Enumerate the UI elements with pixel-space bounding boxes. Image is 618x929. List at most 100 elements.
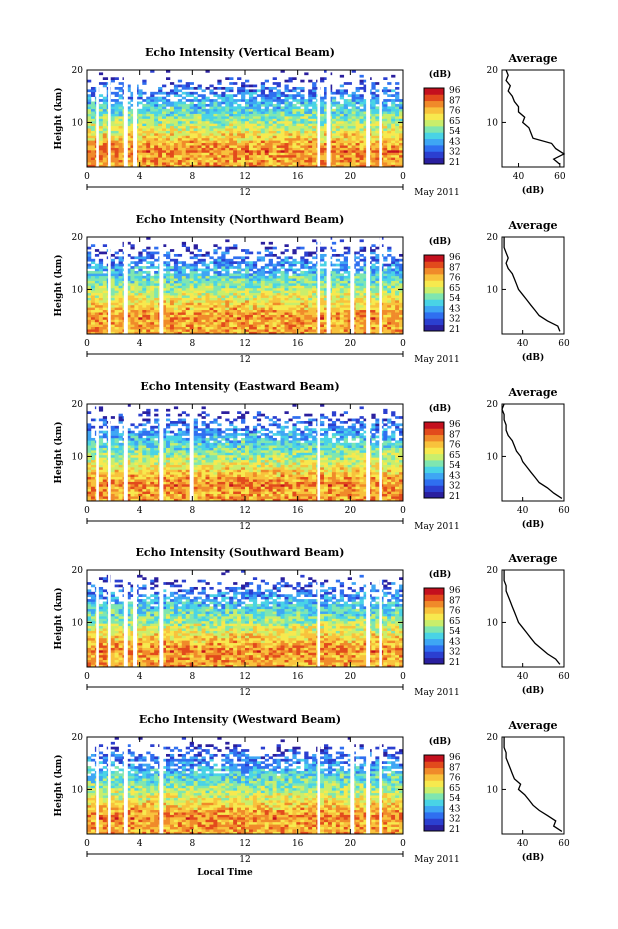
heatmap-cell xyxy=(320,164,325,168)
heatmap-cell xyxy=(209,142,214,146)
heatmap-cell xyxy=(276,263,281,267)
heatmap-cell xyxy=(102,331,108,335)
heatmap-cell xyxy=(335,147,341,151)
heatmap-cell xyxy=(245,137,250,141)
heatmap-cell xyxy=(193,253,198,257)
heatmap-cell xyxy=(209,111,214,114)
heatmap-cell xyxy=(284,79,289,83)
heatmap-cell xyxy=(237,116,242,119)
heatmap-cell xyxy=(256,324,262,328)
heatmap-cell xyxy=(118,113,123,117)
heatmap-cell xyxy=(213,280,218,284)
heatmap-cell xyxy=(371,123,376,127)
heatmap-cell xyxy=(343,91,348,95)
heatmap-cell xyxy=(272,253,277,257)
heatmap-cell xyxy=(126,128,131,131)
heatmap-cell xyxy=(177,164,183,168)
heatmap-cell xyxy=(94,297,100,301)
colorbar-segment xyxy=(424,151,444,159)
heatmap-cell xyxy=(300,312,305,315)
heatmap-cell xyxy=(339,154,345,158)
heatmap-cell xyxy=(237,130,242,134)
heatmap-cell xyxy=(387,162,392,165)
heatmap-cell xyxy=(189,118,194,122)
heatmap-cell xyxy=(324,96,329,100)
heatmap-cell xyxy=(355,111,360,114)
heatmap-cell xyxy=(260,300,266,303)
heatmap-cell xyxy=(276,152,281,156)
heatmap-cell xyxy=(355,113,360,117)
heatmap-cell xyxy=(241,135,246,139)
heatmap-cell xyxy=(94,270,100,274)
heatmap-cell xyxy=(359,324,364,328)
heatmap-cell xyxy=(193,314,198,318)
heatmap-cell xyxy=(355,329,360,332)
heatmap-cell xyxy=(312,304,317,308)
heatmap-cell xyxy=(241,142,246,146)
heatmap-cell xyxy=(280,147,285,151)
heatmap-cell xyxy=(288,309,293,313)
heatmap-cell xyxy=(312,91,317,95)
heatmap-cell xyxy=(126,120,131,124)
heatmap-cell xyxy=(213,249,218,252)
heatmap-cell xyxy=(221,133,226,136)
heatmap-cell xyxy=(395,152,400,156)
heatmap-cell xyxy=(189,147,194,151)
heatmap-cell xyxy=(102,133,108,136)
heatmap-cell xyxy=(351,145,356,148)
heatmap-cell xyxy=(114,292,119,296)
heatmap-cell xyxy=(225,312,230,315)
heatmap-cell xyxy=(383,275,388,279)
heatmap-cell xyxy=(221,116,226,119)
heatmap-cell xyxy=(114,164,119,168)
heatmap-cell xyxy=(150,300,155,303)
heatmap-cell xyxy=(355,157,360,161)
heatmap-cell xyxy=(130,295,135,298)
heatmap-cell xyxy=(221,253,226,257)
heatmap-cell xyxy=(284,283,289,286)
heatmap-cell xyxy=(300,111,305,114)
heatmap-cell xyxy=(312,86,317,90)
heatmap-cell xyxy=(189,116,194,119)
heatmap-cell xyxy=(110,312,115,315)
heatmap-cell xyxy=(229,116,234,119)
heatmap-cell xyxy=(110,99,115,102)
heatmap-cell xyxy=(189,154,194,158)
heatmap-cell xyxy=(304,154,309,158)
heatmap-cell xyxy=(276,256,281,260)
heatmap-cell xyxy=(162,116,167,119)
heatmap-cell xyxy=(169,324,175,328)
heatmap-cell xyxy=(264,331,269,335)
heatmap-cell xyxy=(320,314,325,318)
heatmap-cell xyxy=(264,290,269,294)
heatmap-cell xyxy=(134,329,139,332)
heatmap-cell xyxy=(359,145,364,148)
heatmap-cell xyxy=(185,285,190,289)
heatmap-cell xyxy=(229,331,234,335)
heatmap-cell xyxy=(387,246,392,250)
heatmap-cell xyxy=(268,118,273,122)
profile-y-tick-label: 20 xyxy=(487,66,499,76)
heatmap-cell xyxy=(229,304,234,308)
heatmap-cell xyxy=(118,125,123,129)
x-tick-label: 16 xyxy=(292,172,304,182)
heatmap-cell xyxy=(90,135,96,139)
heatmap-cell xyxy=(276,142,281,146)
heatmap-cell xyxy=(276,324,281,328)
heatmap-cell xyxy=(237,263,242,267)
heatmap-cell xyxy=(193,133,198,136)
heatmap-cell xyxy=(237,123,242,127)
heatmap-cell xyxy=(189,324,194,328)
heatmap-cell xyxy=(339,314,345,318)
heatmap-cell xyxy=(241,130,246,134)
heatmap-cell xyxy=(90,302,96,306)
heatmap-cell xyxy=(185,329,190,332)
heatmap-cell xyxy=(280,108,285,112)
heatmap-cell xyxy=(118,263,123,267)
heatmap-cell xyxy=(252,135,258,139)
heatmap-cell xyxy=(126,123,131,127)
heatmap-cell xyxy=(264,164,269,168)
heatmap-cell xyxy=(395,150,400,153)
heatmap-cell xyxy=(126,241,131,245)
heatmap-cell xyxy=(237,307,242,311)
